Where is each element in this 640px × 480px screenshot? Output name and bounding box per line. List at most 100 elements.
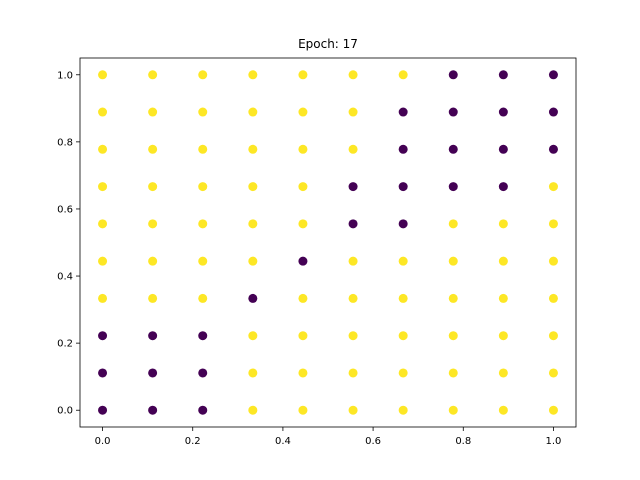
data-point [348,70,358,80]
data-point [248,182,258,192]
data-point [498,405,508,415]
y-tick-label: 0.8 [57,137,73,148]
data-point [548,219,558,229]
data-point [448,368,458,378]
data-point [248,293,258,303]
data-point [348,331,358,341]
data-point [448,405,458,415]
data-point [198,70,208,80]
data-point [148,368,158,378]
data-point [348,144,358,154]
data-point [448,219,458,229]
data-point [348,293,358,303]
data-point [398,70,408,80]
data-point [248,405,258,415]
data-point [98,219,108,229]
data-point [448,293,458,303]
data-point [148,70,158,80]
data-point [98,368,108,378]
data-point [198,219,208,229]
data-point [498,293,508,303]
data-point [498,331,508,341]
data-point [498,144,508,154]
data-point [148,293,158,303]
data-point [398,144,408,154]
data-point [498,182,508,192]
data-point [448,107,458,117]
data-point [198,144,208,154]
data-point [148,219,158,229]
data-point [198,256,208,266]
data-point [98,331,108,341]
data-point [248,256,258,266]
y-axis: 0.0 0.2 0.4 0.6 0.8 1.0 [57,70,80,417]
data-point [148,182,158,192]
data-point [398,405,408,415]
data-point [348,368,358,378]
x-axis: 0.0 0.2 0.4 0.6 0.8 1.0 [95,427,562,447]
y-tick-label: 0.6 [57,204,73,215]
data-point [148,405,158,415]
data-point [398,256,408,266]
y-tick-label: 0.4 [57,272,73,283]
data-points [98,70,558,415]
data-point [198,368,208,378]
data-point [498,107,508,117]
data-point [298,219,308,229]
plot-frame [79,57,577,428]
data-point [398,331,408,341]
data-point [398,368,408,378]
data-point [548,70,558,80]
data-point [398,293,408,303]
data-point [248,368,258,378]
chart-title: Epoch: 17 [298,37,358,51]
data-point [348,182,358,192]
data-point [548,293,558,303]
data-point [98,107,108,117]
data-point [348,256,358,266]
data-point [148,256,158,266]
data-point [398,107,408,117]
data-point [398,182,408,192]
data-point [98,70,108,80]
x-tick-label: 1.0 [546,436,562,447]
data-point [448,256,458,266]
data-point [248,219,258,229]
data-point [548,331,558,341]
data-point [348,219,358,229]
data-point [248,331,258,341]
data-point [198,405,208,415]
data-point [148,107,158,117]
data-point [298,70,308,80]
x-tick-label: 0.0 [95,436,111,447]
data-point [498,219,508,229]
y-tick-label: 0.0 [57,406,73,417]
x-tick-label: 0.8 [455,436,471,447]
data-point [148,144,158,154]
data-point [98,144,108,154]
y-tick-label: 1.0 [57,70,73,81]
x-tick-label: 0.4 [275,436,291,447]
data-point [248,144,258,154]
data-point [98,182,108,192]
data-point [448,182,458,192]
data-point [298,107,308,117]
data-point [298,293,308,303]
data-point [548,182,558,192]
data-point [298,256,308,266]
data-point [198,182,208,192]
data-point [98,405,108,415]
data-point [448,70,458,80]
data-point [548,368,558,378]
data-point [148,331,158,341]
y-tick-label: 0.2 [57,339,73,350]
data-point [398,219,408,229]
data-point [298,331,308,341]
data-point [348,107,358,117]
data-point [548,256,558,266]
data-point [348,405,358,415]
data-point [298,405,308,415]
data-point [298,368,308,378]
data-point [548,107,558,117]
data-point [98,256,108,266]
